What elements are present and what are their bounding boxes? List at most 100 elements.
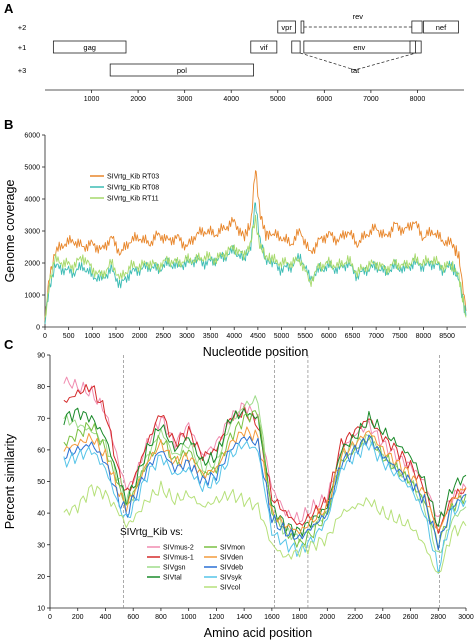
x-tick-label: 3000 — [179, 333, 195, 340]
x-tick-label: 7000 — [368, 333, 384, 340]
panel-label-b: B — [4, 117, 13, 132]
x-tick-label: 0 — [48, 614, 52, 621]
legend-title: SIVrtg_Kib vs: — [120, 527, 183, 538]
legend-label: SIVcol — [220, 585, 241, 592]
gene-box-pol — [109, 63, 254, 77]
gene-box-nef — [423, 20, 459, 34]
gene-box-vif — [250, 40, 278, 54]
gene-box-rev — [300, 20, 305, 34]
x-tick-label: 6000 — [321, 333, 337, 340]
genome-axis-tick-label: 7000 — [363, 96, 379, 103]
gene-label-env: env — [353, 43, 365, 52]
legend-label: SIVmus-2 — [163, 545, 194, 552]
x-tick-label: 1000 — [181, 614, 197, 621]
y-axis-title: Percent similarity — [3, 433, 17, 529]
legend-label: SIVden — [220, 555, 243, 562]
x-tick-label: 200 — [72, 614, 84, 621]
x-tick-label: 1800 — [292, 614, 308, 621]
x-tick-label: 3500 — [203, 333, 219, 340]
gene-label-vpr: vpr — [281, 23, 292, 32]
gene-label-gag: gag — [83, 43, 96, 52]
genome-axis-tick-label: 5000 — [270, 96, 286, 103]
frame-label: +3 — [18, 66, 27, 75]
x-tick-label: 1000 — [85, 333, 101, 340]
x-tick-label: 2400 — [375, 614, 391, 621]
legend-label: SIVmus-1 — [163, 555, 194, 562]
series-line — [63, 440, 467, 575]
y-tick-label: 1000 — [24, 293, 40, 300]
x-tick-label: 8000 — [416, 333, 432, 340]
x-axis-title: Amino acid position — [204, 626, 312, 640]
genome-axis-tick-label: 6000 — [317, 96, 333, 103]
x-tick-label: 1200 — [209, 614, 225, 621]
legend-label: SIVtal — [163, 575, 182, 582]
legend-label: SIVsyk — [220, 575, 242, 582]
genome-axis-tick-label: 1000 — [84, 96, 100, 103]
y-tick-label: 90 — [37, 353, 45, 360]
x-tick-label: 4000 — [226, 333, 242, 340]
series-line — [63, 480, 467, 574]
legend-label: SIVgsn — [163, 565, 186, 572]
gene-label-rev: rev — [353, 12, 364, 21]
frame-label: +1 — [18, 43, 27, 52]
panel-c-similarity-chart: C 10 20 30 40 50 60 70 80 90 0 200 400 600 800 1000 1200… — [3, 337, 474, 640]
y-tick-label: 50 — [37, 479, 45, 486]
genome-axis-tick-label: 3000 — [177, 96, 193, 103]
x-tick-label: 6500 — [345, 333, 361, 340]
series-line — [63, 383, 467, 534]
x-axis-title: Nucleotide position — [203, 345, 309, 359]
series-line — [44, 202, 467, 325]
y-tick-label: 10 — [37, 606, 45, 613]
y-tick-label: 60 — [37, 447, 45, 454]
series-line — [63, 410, 467, 550]
frame-label: +2 — [18, 23, 27, 32]
gene-label-tat: tat — [351, 66, 360, 75]
panel-b-coverage-chart: B 0 1000 2000 3000 4000 5000 6000 0 500 1000 1500 20… — [3, 117, 467, 359]
y-axis-title: Genome coverage — [3, 180, 17, 283]
series-line — [44, 214, 467, 318]
genome-axis-tick-label: 2000 — [130, 96, 146, 103]
y-tick-label: 20 — [37, 574, 45, 581]
x-tick-label: 1600 — [264, 614, 280, 621]
x-tick-label: 400 — [100, 614, 112, 621]
x-tick-label: 2600 — [403, 614, 419, 621]
gene-label-pol: pol — [177, 66, 187, 75]
y-tick-label: 5000 — [24, 165, 40, 172]
x-tick-label: 1400 — [236, 614, 252, 621]
y-tick-label: 40 — [37, 511, 45, 518]
legend-label: SIVmon — [220, 545, 245, 552]
y-tick-label: 3000 — [24, 229, 40, 236]
x-tick-label: 2000 — [132, 333, 148, 340]
legend-label: SIVdeb — [220, 565, 243, 572]
gene-label-nef: nef — [436, 23, 447, 32]
y-tick-label: 4000 — [24, 197, 40, 204]
x-tick-label: 800 — [155, 614, 167, 621]
x-tick-label: 5000 — [274, 333, 290, 340]
panel-label-a: A — [4, 1, 14, 16]
gene-box-small — [415, 40, 422, 54]
gene-label-vif: vif — [260, 43, 268, 52]
x-tick-label: 2200 — [347, 614, 363, 621]
y-tick-label: 70 — [37, 416, 45, 423]
gene-box-rev-exon2 — [411, 20, 423, 34]
x-tick-label: 3000 — [458, 614, 474, 621]
x-tick-label: 0 — [43, 333, 47, 340]
x-tick-label: 500 — [63, 333, 75, 340]
gene-box-gag — [52, 40, 127, 54]
y-tick-label: 30 — [37, 542, 45, 549]
genome-axis-tick-label: 4000 — [223, 96, 239, 103]
x-tick-label: 2800 — [430, 614, 446, 621]
x-tick-label: 7500 — [392, 333, 408, 340]
legend-label: SIVrtg_Kib RT11 — [107, 196, 159, 203]
gene-box-vpr — [277, 20, 296, 34]
x-tick-label: 2000 — [320, 614, 336, 621]
x-tick-label: 600 — [127, 614, 139, 621]
legend-label: SIVrtg_Kib RT03 — [107, 174, 159, 181]
x-tick-label: 1500 — [108, 333, 124, 340]
panel-a-genome-map: A +2 +1 +3 gag pol vif vpr rev env tat nef 1000 2000 3… — [4, 1, 464, 103]
y-tick-label: 2000 — [24, 261, 40, 268]
genome-axis-tick-label: 8000 — [410, 96, 426, 103]
gene-box-tat — [291, 40, 301, 54]
x-tick-label: 8500 — [439, 333, 455, 340]
